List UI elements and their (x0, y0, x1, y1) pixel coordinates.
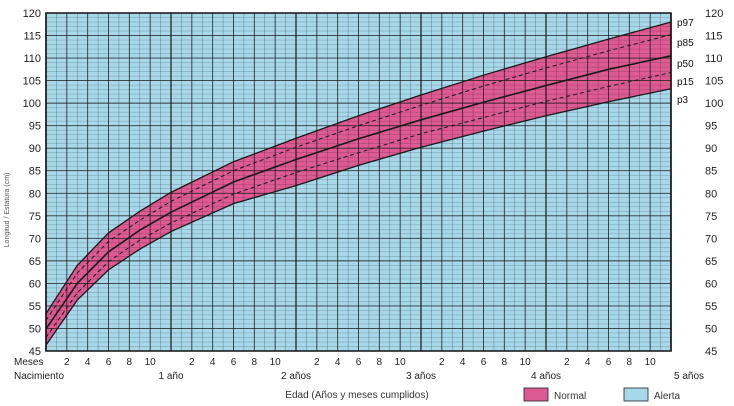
y-tick-label-right: 50 (705, 323, 717, 335)
month-tick-label: 10 (145, 357, 157, 368)
month-tick-label: 8 (377, 357, 383, 368)
y-axis-label: Longitud / Estatura (cm) (4, 173, 11, 248)
series-label-p15: p15 (677, 77, 694, 88)
month-tick-label: 2 (564, 357, 570, 368)
x-axis-label: Edad (Años y meses cumplidos) (285, 390, 428, 401)
month-tick-label: 8 (127, 357, 133, 368)
y-tick-label-left: 55 (29, 301, 41, 313)
y-tick-label-right: 75 (705, 211, 717, 223)
legend: Normal Alerta (523, 387, 681, 402)
legend-swatch-normal (523, 387, 549, 402)
y-tick-label-left: 110 (23, 53, 41, 65)
month-tick-label: 6 (231, 357, 237, 368)
y-tick-label-left: 80 (29, 188, 41, 200)
month-axis-title: Meses (14, 357, 43, 368)
legend-swatch-alerta (623, 387, 649, 402)
y-tick-label-left: 70 (29, 233, 41, 245)
y-tick-label-left: 105 (23, 76, 41, 88)
month-tick-label: 8 (627, 357, 633, 368)
y-tick-label-left: 65 (29, 256, 41, 268)
month-tick-label: 4 (210, 357, 216, 368)
y-tick-label-right: 100 (705, 98, 723, 110)
y-tick-label-right: 55 (705, 301, 717, 313)
series-label-p50: p50 (677, 59, 694, 70)
y-tick-label-right: 115 (705, 31, 723, 43)
series-line-p3 (45, 88, 672, 346)
year-labels: Nacimiento 1 año 2 años 3 años 4 años 5 años (14, 371, 704, 382)
month-tick-label: 2 (439, 357, 445, 368)
y-tick-label-left: 120 (23, 8, 41, 20)
series-line-p50 (45, 55, 672, 330)
year-label: 5 años (674, 371, 704, 382)
year-label: Nacimiento (14, 371, 64, 382)
y-tick-label-right: 70 (705, 233, 717, 245)
y-tick-label-left: 90 (29, 143, 41, 155)
y-axis-right: 45 50 55 60 65 70 75 80 85 90 95 100 105 110 115 120 (705, 8, 723, 358)
y-tick-label-left: 50 (29, 323, 41, 335)
series-label-p97: p97 (677, 18, 694, 29)
y-tick-label-right: 45 (705, 346, 717, 358)
plot-frame (45, 12, 672, 352)
month-tick-label: 8 (502, 357, 508, 368)
month-tick-label: 4 (85, 357, 91, 368)
legend-label-normal: Normal (554, 391, 586, 402)
y-tick-label-left: 75 (29, 211, 41, 223)
year-label: 4 años (531, 371, 561, 382)
series-label-p85: p85 (677, 38, 694, 49)
y-tick-label-right: 65 (705, 256, 717, 268)
month-tick-label: 2 (189, 357, 195, 368)
month-tick-label: 4 (460, 357, 466, 368)
legend-label-alerta: Alerta (654, 391, 681, 402)
series-lines (45, 21, 672, 346)
series-line-p97 (45, 21, 672, 314)
year-label: 2 años (281, 371, 311, 382)
series-labels: p97 p85 p50 p15 p3 (677, 18, 694, 106)
month-tick-label: 10 (395, 357, 407, 368)
year-label: 1 año (158, 371, 183, 382)
month-tick-label: 2 (64, 357, 70, 368)
month-tick-label: 6 (106, 357, 112, 368)
y-tick-label-right: 110 (705, 53, 723, 65)
y-axis-left: 45 50 55 60 65 70 75 80 85 90 95 100 105 110 115 120 (23, 8, 41, 358)
month-tick-label: 10 (270, 357, 282, 368)
month-tick-label: 8 (252, 357, 258, 368)
y-tick-label-right: 90 (705, 143, 717, 155)
month-tick-label: 10 (645, 357, 657, 368)
y-tick-label-right: 85 (705, 166, 717, 178)
month-tick-label: 10 (520, 357, 532, 368)
month-tick-label: 4 (335, 357, 341, 368)
y-tick-label-left: 115 (23, 31, 41, 43)
y-tick-label-right: 80 (705, 188, 717, 200)
y-tick-label-left: 60 (29, 278, 41, 290)
y-tick-label-left: 85 (29, 166, 41, 178)
y-tick-label-right: 60 (705, 278, 717, 290)
month-tick-label: 6 (606, 357, 612, 368)
grid (45, 12, 672, 352)
y-tick-label-left: 100 (23, 98, 41, 110)
month-tick-label: 4 (585, 357, 591, 368)
month-tick-label: 2 (314, 357, 320, 368)
series-line-p15 (45, 72, 672, 338)
month-tick-label: 6 (481, 357, 487, 368)
year-label: 3 años (406, 371, 436, 382)
y-tick-label-right: 95 (705, 121, 717, 133)
y-tick-label-right: 105 (705, 76, 723, 88)
month-tick-label: 6 (356, 357, 362, 368)
series-label-p3: p3 (677, 95, 689, 106)
y-tick-label-left: 95 (29, 121, 41, 133)
y-tick-label-left: 45 (29, 346, 41, 358)
month-ticks: 2 4 6 8 10 2 4 6 8 10 2 4 6 8 10 2 4 6 8 10 2 4 6 8 10 (64, 357, 656, 368)
series-line-p85 (45, 34, 672, 321)
y-tick-label-right: 120 (705, 8, 723, 20)
